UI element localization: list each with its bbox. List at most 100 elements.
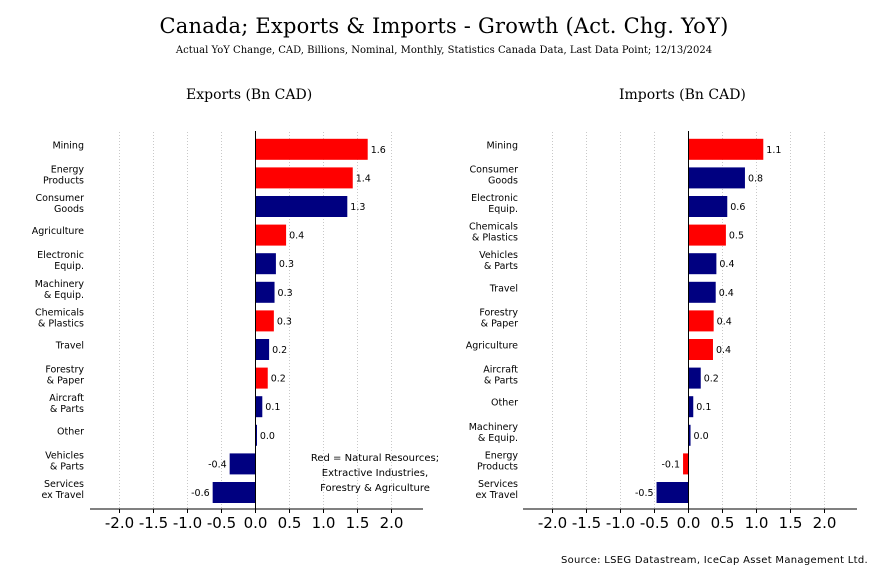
imports-category-label-line: Mining [486,140,518,151]
exports-category-label: Electronic Equip. [37,250,84,272]
exports-value-label: 0.3 [277,316,292,327]
imports-category-label-line: Energy [485,450,519,461]
exports-category-label: Aircraft & Parts [49,393,84,415]
imports-bar [688,310,714,332]
exports-category-label-line: & Equip. [44,290,84,301]
imports-bar [656,482,689,503]
exports-tick-label: 0.0 [244,514,268,532]
exports-bar [212,482,256,503]
exports-bar [255,367,268,389]
exports-value-label: 0.0 [260,431,275,442]
legend-note-line: Forestry & Agriculture [320,483,430,494]
exports-bar [255,310,274,332]
imports-bar [688,339,713,360]
imports-category-label: Chemicals & Plastics [469,222,518,244]
exports-category-label-line: & Parts [50,404,84,415]
imports-category-label: Energy Products [477,450,518,472]
imports-bar [688,138,764,160]
exports-bar [255,339,270,360]
imports-tick-label: 2.0 [813,514,837,532]
imports-category-label-line: Machinery [469,422,519,433]
exports-bar [255,424,257,446]
imports-category-label: Consumer Goods [470,164,519,186]
imports-category-label: Agriculture [466,341,518,352]
imports-tick-label: 0.0 [677,514,701,532]
exports-category-label: Services ex Travel [41,479,84,501]
imports-bar [688,281,716,303]
imports-category-label-line: & Parts [484,376,518,387]
exports-category-label-line: Products [43,175,84,186]
imports-tick-label: 0.5 [711,514,735,532]
exports-category-label-line: ex Travel [41,490,84,501]
imports-category-label-line: Vehicles [479,250,518,261]
imports-category-label-line: & Parts [484,261,518,272]
exports-value-label: 1.3 [350,202,365,213]
exports-category-label-line: & Parts [50,461,84,472]
imports-category-label-line: Products [477,461,518,472]
imports-bar [683,453,689,475]
exports-tick-label: -1.0 [173,514,202,532]
legend-note-line: Red = Natural Resources; [311,453,439,464]
imports-bar [688,396,694,418]
imports-tick-label: 1.0 [745,514,769,532]
imports-category-label-line: Equip. [488,204,518,215]
exports-value-label: -0.6 [191,488,210,499]
exports-tick-label: -1.5 [139,514,168,532]
exports-bar [229,453,256,475]
imports-value-label: 0.1 [696,402,711,413]
imports-value-label: 0.4 [719,288,734,299]
exports-value-label: 0.4 [289,231,304,242]
exports-tick-label: 0.5 [278,514,302,532]
exports-category-label-line: Electronic [37,250,84,261]
imports-category-label: Machinery & Equip. [469,422,519,444]
exports-category-label: Machinery & Equip. [35,279,85,301]
imports-value-label: 0.4 [719,259,734,270]
exports-bar [255,224,287,246]
exports-category-label: Vehicles & Parts [45,450,84,472]
exports-category-label-line: Chemicals [35,307,84,318]
exports-category-label-line: Energy [51,164,85,175]
exports-category-label-line: Goods [54,204,84,215]
imports-tick-label: -0.5 [640,514,669,532]
imports-category-label: Other [491,398,518,409]
exports-bar [255,196,348,217]
imports-bar [688,367,701,389]
imports-category-label-line: & Equip. [478,433,518,444]
exports-category-label-line: Agriculture [32,226,84,237]
imports-panel-title: Imports (Bn CAD) [619,87,746,103]
exports-tick-label: -0.5 [207,514,236,532]
imports-value-label: 0.8 [748,173,763,184]
imports-category-label-line: Chemicals [469,222,518,233]
exports-tick-label: 2.0 [380,514,404,532]
exports-category-label-line: Mining [52,140,84,151]
chart-subtitle: Actual YoY Change, CAD, Billions, Nomina… [175,45,713,56]
exports-bar [255,167,353,189]
exports-bar [255,396,263,418]
imports-category-label: Mining [486,140,518,151]
imports-value-label: 0.2 [704,374,719,385]
exports-category-label-line: Vehicles [45,450,84,461]
imports-bar [688,253,717,275]
imports-value-label: 0.4 [717,316,732,327]
exports-category-label-line: & Paper [47,376,84,387]
exports-tick-label: -2.0 [105,514,134,532]
exports-tick-label: 1.5 [346,514,370,532]
exports-bar [255,281,275,303]
imports-value-label: 0.5 [729,231,744,242]
imports-category-label-line: Other [491,398,518,409]
exports-bar [255,253,276,275]
exports-category-label-line: Other [57,426,84,437]
exports-value-label: 1.6 [371,145,386,156]
exports-category-label: Other [57,426,84,437]
exports-value-label: -0.4 [208,459,227,470]
exports-category-label-line: Forestry [45,365,84,376]
imports-bar [688,424,691,446]
imports-value-label: -0.1 [662,459,681,470]
exports-category-label: Mining [52,140,84,151]
imports-category-label-line: Aircraft [483,365,518,376]
imports-category-label: Vehicles & Parts [479,250,518,272]
exports-value-label: 1.4 [356,173,371,184]
imports-category-label: Forestry & Paper [479,307,518,329]
exports-category-label-line: Consumer [36,193,85,204]
